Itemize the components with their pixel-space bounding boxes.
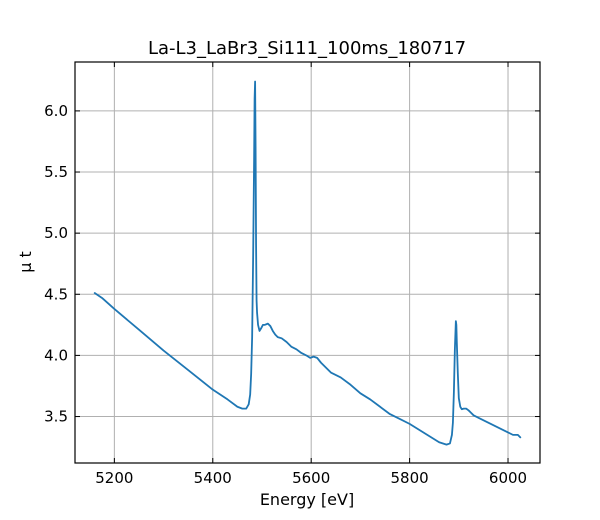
x-tick-label: 5200 bbox=[95, 469, 133, 487]
y-tick-label: 6.0 bbox=[44, 102, 68, 120]
y-tick-label: 4.0 bbox=[44, 346, 68, 364]
y-tick-label: 5.0 bbox=[44, 224, 68, 242]
grid bbox=[75, 62, 540, 463]
x-tick-label: 6000 bbox=[489, 469, 527, 487]
y-tick-label: 4.5 bbox=[44, 285, 68, 303]
series-line bbox=[93, 80, 522, 446]
ticks: 5200 5400 5600 5800 6000 3.5 4.0 4.5 5.0 5.5 6.0 bbox=[44, 62, 540, 487]
y-axis-label: μ t bbox=[16, 251, 35, 273]
x-axis-label: Energy [eV] bbox=[260, 490, 354, 509]
x-tick-label: 5400 bbox=[194, 469, 232, 487]
series-layer bbox=[93, 80, 522, 446]
plot-frame bbox=[74, 61, 541, 464]
y-tick-label: 3.5 bbox=[44, 408, 68, 426]
chart-title: La-L3_LaBr3_Si111_100ms_180717 bbox=[148, 38, 466, 59]
y-tick-label: 5.5 bbox=[44, 163, 68, 181]
x-tick-label: 5800 bbox=[391, 469, 429, 487]
x-tick-label: 5600 bbox=[292, 469, 330, 487]
